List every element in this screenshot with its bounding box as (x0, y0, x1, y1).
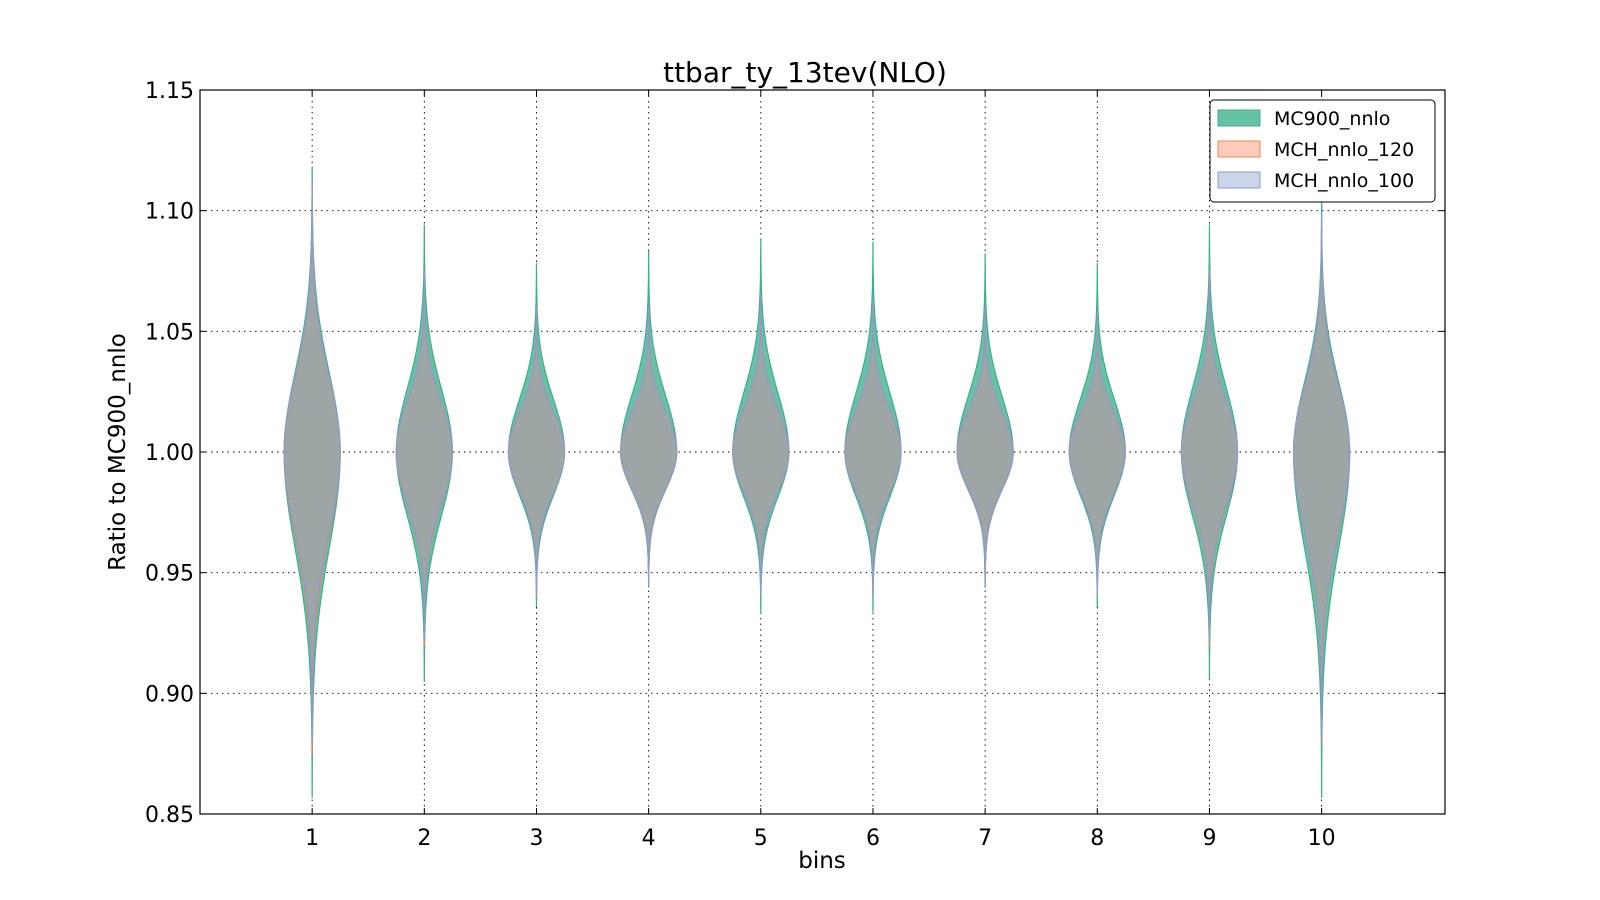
violin-mch-nnlo-100-bin-10 (1292, 214, 1351, 738)
chart-title: ttbar_ty_13tev(NLO) (663, 56, 947, 89)
violin-mch-nnlo-100-bin-2 (395, 270, 453, 641)
violin-mc900-nnlo-bin-9 (1180, 224, 1239, 680)
x-tick-label: 1 (305, 826, 319, 851)
legend-swatch-1 (1217, 140, 1261, 158)
y-axis-title: Ratio to MC900_nnlo (105, 333, 131, 571)
x-tick-label: 5 (754, 826, 768, 851)
violin-mch-nnlo-100-bin-4 (620, 306, 678, 586)
violin-mc900-nnlo-bin-1 (283, 166, 341, 798)
violin-layer (283, 166, 1351, 798)
y-tick-label: 1.10 (145, 200, 194, 225)
violin-mch-nnlo-100-bin-1 (283, 181, 341, 743)
y-tick-label: 1.00 (145, 441, 194, 466)
legend-label-0: MC900_nnlo (1274, 108, 1390, 130)
violin-mc900-nnlo-bin-8 (1068, 263, 1126, 608)
x-tick-label: 8 (1090, 826, 1104, 851)
violin-mc900-nnlo-bin-2 (395, 224, 453, 682)
violin-mc900-nnlo-bin-5 (732, 239, 790, 615)
x-tick-label: 10 (1308, 826, 1336, 851)
legend-swatch-0 (1217, 109, 1261, 127)
x-tick-label: 6 (866, 826, 880, 851)
violin-mch-nnlo-100-bin-9 (1180, 270, 1239, 641)
legend-box (1209, 99, 1436, 203)
legend-label-2: MCH_nnlo_100 (1274, 170, 1414, 192)
legend-swatch-2 (1217, 171, 1261, 189)
violin-mch-nnlo-100-bin-3 (507, 306, 566, 598)
x-axis-title: bins (798, 848, 846, 874)
legend-label-1: MCH_nnlo_120 (1274, 139, 1414, 161)
y-tick-label: 0.90 (145, 682, 194, 707)
x-tick-label: 4 (642, 826, 656, 851)
y-tick-label: 0.95 (145, 562, 194, 587)
x-tick-label: 9 (1202, 826, 1216, 851)
y-tick-label: 0.85 (145, 803, 194, 828)
legend: MC900_nnlo MCH_nnlo_120 MCH_nnlo_100 (1209, 99, 1436, 203)
violin-mc900-nnlo-bin-6 (844, 241, 902, 612)
violin-mc900-nnlo-bin-3 (507, 263, 566, 608)
x-tick-label: 7 (978, 826, 992, 851)
y-tick-label: 1.15 (145, 79, 194, 104)
y-ticks: 0.85 0.90 0.95 1.00 1.05 1.10 1.15 (145, 79, 1445, 828)
violin-mch-nnlo-100-bin-7 (956, 306, 1014, 586)
x-tick-label: 2 (417, 826, 431, 851)
y-tick-label: 1.05 (145, 320, 194, 345)
grid-layer (200, 90, 1445, 814)
x-tick-label: 3 (529, 826, 543, 851)
violin-mch-nnlo-100-bin-8 (1068, 311, 1126, 598)
violin-mch-nnlo-100-bin-5 (732, 294, 790, 598)
x-ticks: 1 2 3 4 5 6 7 8 9 10 (305, 90, 1336, 851)
violin-mch-nnlo-100-bin-6 (844, 299, 902, 598)
